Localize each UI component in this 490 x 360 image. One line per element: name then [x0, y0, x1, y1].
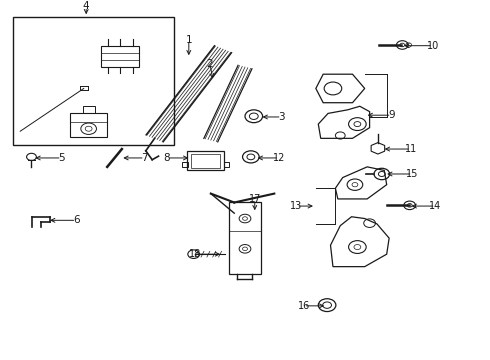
Text: 10: 10: [427, 41, 439, 51]
Bar: [229, 202, 261, 274]
Text: 2: 2: [206, 59, 213, 68]
Text: 15: 15: [406, 169, 419, 179]
Text: 14: 14: [429, 201, 441, 211]
Text: 5: 5: [58, 153, 65, 163]
Bar: [224, 162, 229, 167]
Bar: [182, 162, 188, 167]
Text: 17: 17: [248, 194, 261, 204]
Text: 7: 7: [142, 153, 148, 163]
Text: 1: 1: [186, 35, 192, 45]
Text: 6: 6: [73, 215, 80, 225]
Text: 12: 12: [273, 153, 285, 163]
Bar: [83, 106, 95, 113]
Text: 18: 18: [189, 249, 201, 259]
Bar: [70, 113, 107, 136]
Bar: [101, 46, 139, 67]
Text: 16: 16: [297, 301, 310, 311]
Bar: [191, 154, 220, 167]
Text: 9: 9: [388, 110, 395, 120]
Text: 4: 4: [83, 1, 90, 12]
Text: 13: 13: [290, 201, 302, 211]
Text: 11: 11: [405, 144, 417, 154]
Bar: [13, 17, 174, 145]
Bar: [187, 151, 224, 170]
Text: 3: 3: [278, 112, 285, 122]
Text: 8: 8: [164, 153, 170, 163]
